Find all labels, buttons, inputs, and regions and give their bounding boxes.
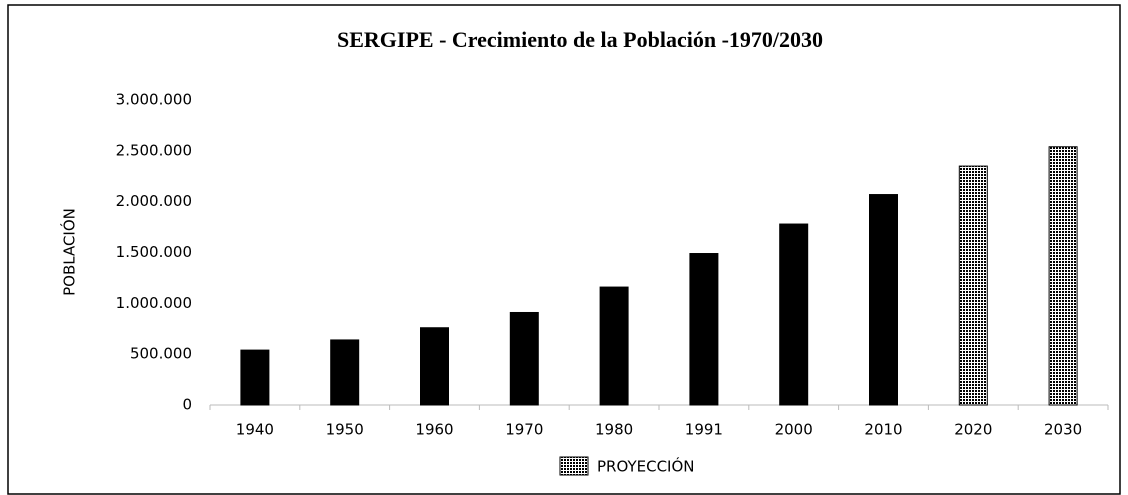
chart-title: SERGIPE - Crecimiento de la Población -1… xyxy=(337,27,823,52)
y-tick-label: 2.000.000 xyxy=(116,192,192,210)
x-tick-label: 2000 xyxy=(775,421,813,439)
x-tick-label: 1940 xyxy=(236,421,274,439)
bar xyxy=(509,311,539,406)
legend-swatch xyxy=(559,456,589,476)
y-tick-label: 1.000.000 xyxy=(116,294,192,312)
x-tick-label: 2030 xyxy=(1044,421,1082,439)
x-tick-label: 1960 xyxy=(415,421,453,439)
bar xyxy=(869,194,898,406)
bar xyxy=(240,349,270,406)
x-tick-label: 1991 xyxy=(685,421,723,439)
bar xyxy=(420,327,449,406)
y-axis-label: POBLACIÓN xyxy=(60,208,79,296)
x-tick-label: 2020 xyxy=(954,421,992,439)
bar xyxy=(330,339,360,406)
y-tick-label: 500.000 xyxy=(130,345,192,363)
y-tick-label: 2.500.000 xyxy=(116,141,192,159)
bar xyxy=(1048,146,1078,406)
y-tick-label: 3.000.000 xyxy=(116,91,192,109)
bar xyxy=(689,253,719,406)
x-tick-label: 1980 xyxy=(595,421,633,439)
y-tick-label: 1.500.000 xyxy=(116,243,192,261)
legend-label: PROYECCIÓN xyxy=(597,457,695,476)
x-tick-label: 1950 xyxy=(326,421,364,439)
chart-frame xyxy=(7,4,1121,495)
x-tick-label: 1970 xyxy=(505,421,543,439)
y-tick-label: 0 xyxy=(182,396,192,414)
bar xyxy=(779,223,809,406)
bar xyxy=(958,165,988,406)
x-tick-label: 2010 xyxy=(864,421,902,439)
bar xyxy=(599,286,629,406)
